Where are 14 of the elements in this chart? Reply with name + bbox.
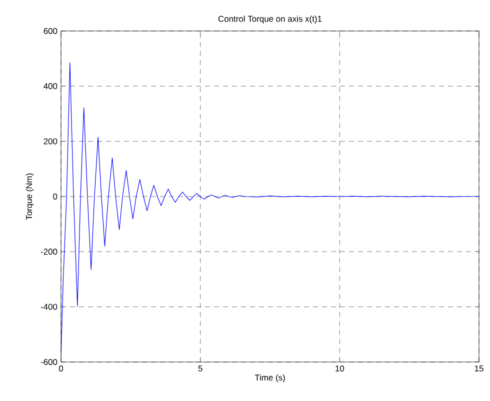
y-tick-label: 400 — [44, 83, 58, 90]
y-tick-label: -600 — [40, 359, 58, 365]
x-tick-label: 5 — [198, 366, 202, 372]
y-tick-label: 600 — [44, 28, 58, 34]
y-tick-label: -400 — [40, 304, 58, 310]
x-tick-label: 10 — [336, 366, 344, 372]
y-tick-label: 200 — [44, 138, 58, 144]
x-tick-label: 0 — [58, 366, 64, 372]
x-tick-label: 15 — [474, 366, 484, 372]
x-axis-title: Time (s) — [254, 374, 285, 382]
y-axis-title: Torque (Nm) — [26, 174, 34, 220]
y-tick-label: -200 — [40, 248, 58, 255]
chart-title: Control Torque on axis x(t)1 — [218, 16, 322, 24]
y-tick-label: 0 — [53, 194, 58, 200]
